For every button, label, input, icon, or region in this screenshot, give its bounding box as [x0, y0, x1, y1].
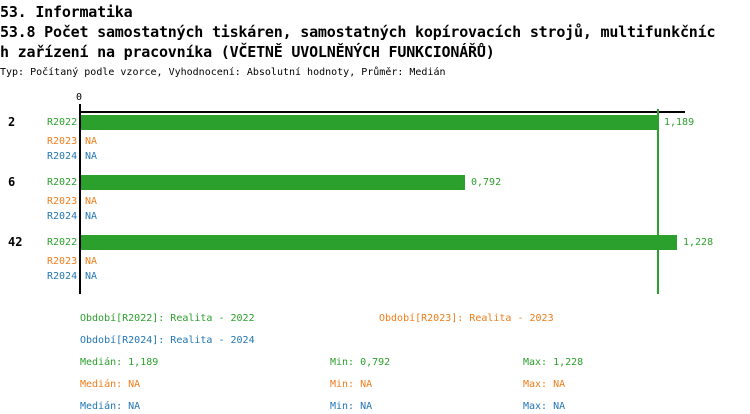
y-axis-line — [79, 104, 81, 294]
series-label: R2023 — [47, 136, 78, 147]
legend-item-r2024: Období[R2024]: Realita - 2024 — [80, 335, 255, 346]
legend-item-r2022: Období[R2022]: Realita - 2022 — [80, 313, 255, 324]
bar — [81, 175, 465, 190]
bar — [81, 115, 658, 130]
na-value-label: NA — [85, 211, 98, 222]
bar-value-label: 0,792 — [471, 177, 502, 188]
report-section-title: 53. Informatika — [0, 3, 133, 21]
na-value-label: NA — [85, 151, 98, 162]
stat-max-r2024: Max: NA — [523, 401, 566, 412]
stat-min-r2023: Min: NA — [330, 379, 373, 390]
axis-zero-tick-label: 0 — [76, 92, 83, 103]
series-label: R2023 — [47, 256, 78, 267]
stat-max-r2023: Max: NA — [523, 379, 566, 390]
series-label: R2022 — [47, 237, 78, 248]
x-axis-line — [79, 111, 685, 113]
na-value-label: NA — [85, 256, 98, 267]
group-label: 2 — [8, 115, 16, 129]
series-label: R2022 — [47, 177, 78, 188]
bar — [81, 235, 677, 250]
stat-min-r2024: Min: NA — [330, 401, 373, 412]
stat-min-r2022: Min: 0,792 — [330, 357, 391, 368]
series-label: R2024 — [47, 271, 78, 282]
report-title-line3: h zařízení na pracovníka (VČETNĚ UVOLNĚN… — [0, 43, 495, 61]
series-label: R2024 — [47, 151, 78, 162]
median-reference-line — [657, 109, 659, 294]
series-label: R2022 — [47, 117, 78, 128]
report-subtitle: Typ: Počítaný podle vzorce, Vyhodnocení:… — [0, 67, 446, 78]
group-label: 42 — [8, 235, 23, 249]
stat-median-r2022: Medián: 1,189 — [80, 357, 159, 368]
stat-median-r2024: Medián: NA — [80, 401, 141, 412]
stat-max-r2022: Max: 1,228 — [523, 357, 584, 368]
bar-value-label: 1,228 — [683, 237, 714, 248]
na-value-label: NA — [85, 271, 98, 282]
group-label: 6 — [8, 175, 16, 189]
na-value-label: NA — [85, 136, 98, 147]
report-title-line2: 53.8 Počet samostatných tiskáren, samost… — [0, 23, 716, 41]
na-value-label: NA — [85, 196, 98, 207]
stat-median-r2023: Medián: NA — [80, 379, 141, 390]
series-label: R2024 — [47, 211, 78, 222]
series-label: R2023 — [47, 196, 78, 207]
legend-item-r2023: Období[R2023]: Realita - 2023 — [379, 313, 554, 324]
bar-value-label: 1,189 — [664, 117, 695, 128]
